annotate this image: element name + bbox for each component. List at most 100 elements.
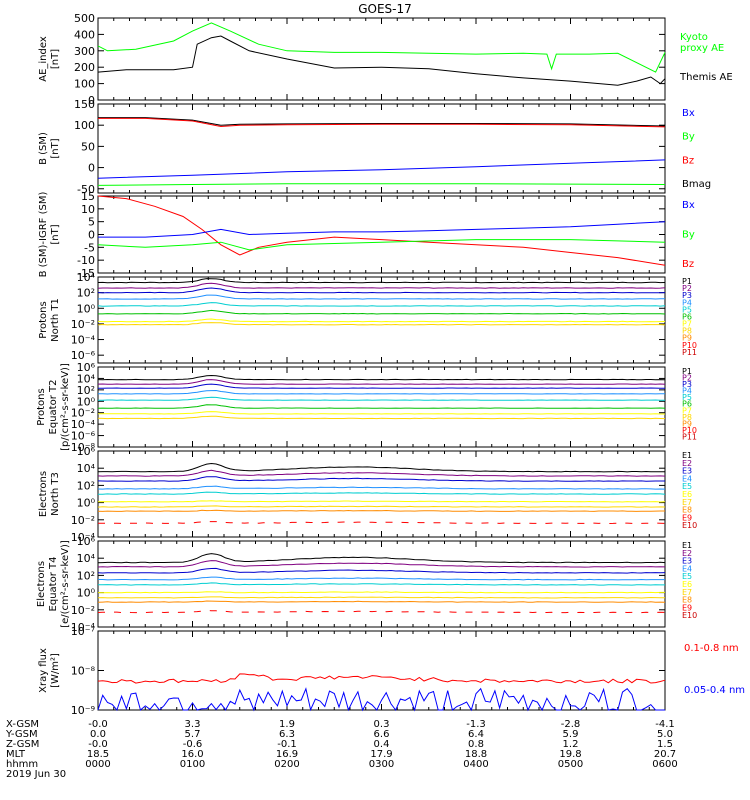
legend-label: P6 — [682, 312, 692, 321]
y-tick-label: 10² — [77, 287, 95, 300]
series-line-bz — [98, 117, 666, 128]
y-tick-label: 10⁻⁴ — [71, 418, 96, 431]
legend-label: P1 — [682, 277, 692, 286]
series-line-e7 — [97, 505, 666, 508]
y-tick-label: 10⁴ — [77, 372, 96, 385]
legend-label: E1 — [682, 541, 692, 550]
series-line-p7 — [98, 411, 665, 415]
legend-label: P5 — [682, 393, 692, 402]
series-line-themis-ae — [97, 35, 666, 86]
legend-label: P7 — [682, 406, 692, 415]
y-tick-label: 10⁶ — [77, 535, 96, 548]
footer-value: 18.8 — [465, 749, 487, 760]
footer-value: 0000 — [85, 759, 110, 770]
y-tick-label: 0 — [88, 162, 95, 175]
footer-value: -0.0 — [88, 719, 108, 730]
footer-value: 0300 — [369, 759, 394, 770]
y-axis-label: North T3 — [50, 472, 61, 516]
panel-frame — [97, 630, 666, 711]
footer-row-label: X-GSM — [6, 719, 39, 730]
series-line-p7 — [97, 318, 666, 323]
legend-label: P3 — [682, 380, 692, 389]
y-tick-label: 100 — [74, 119, 95, 132]
series-line-e1 — [97, 553, 666, 564]
footer-value: 5.9 — [563, 729, 579, 740]
ephemeris-footer: X-GSM -0.0 3.3 1.9 0.3 -1.3 -2.8 -4.1 Y-GSM 0.0 5.… — [5, 719, 678, 780]
footer-value: 0100 — [180, 759, 205, 770]
footer-value: -1.3 — [466, 719, 486, 730]
legend-label: P9 — [682, 419, 692, 428]
footer-value: 18.5 — [87, 749, 109, 760]
series-line-e3 — [97, 567, 666, 574]
series-line-p4 — [98, 294, 666, 300]
y-axis-label: Protons — [38, 301, 49, 338]
legend-label: Themis AE — [679, 72, 733, 83]
y-axis-label: Electrons — [38, 471, 49, 517]
footer-row-label: Z-GSM — [6, 739, 39, 750]
series-line-kyoto-proxy-ae — [97, 22, 666, 73]
legend-label: P8 — [682, 327, 692, 336]
y-tick-label: -10 — [77, 254, 95, 267]
series-line-0-1-0-8-nm — [97, 673, 666, 684]
legend-label: E6 — [682, 490, 692, 499]
y-tick-label: 0 — [88, 94, 95, 107]
series-line-bx — [98, 221, 666, 238]
y-tick-label: -15 — [77, 267, 95, 280]
footer-value: 0500 — [558, 759, 583, 770]
series-line-e7 — [97, 596, 666, 599]
series-line-bz — [97, 195, 666, 266]
y-axis-label: Equator T2 — [48, 380, 59, 435]
legend-label: P8 — [682, 413, 692, 422]
y-axis-label: B (SM)-IGRF (SM) — [38, 192, 49, 278]
y-tick-label: 10⁻² — [71, 514, 95, 527]
legend-label: E3 — [682, 467, 692, 476]
y-axis-label: North T1 — [50, 298, 61, 342]
y-tick-label: 100 — [74, 78, 95, 91]
series-line-e4 — [97, 485, 666, 490]
y-tick-label: 10⁰ — [77, 395, 96, 408]
footer-value: 6.4 — [468, 729, 484, 740]
panel-2: -50 0 50 100 150 B (SM) [nT] Bx By Bz Bmag — [38, 98, 711, 196]
legend-label: P7 — [682, 320, 692, 329]
footer-value: 1.2 — [563, 739, 579, 750]
legend-label: P6 — [682, 400, 692, 409]
series-line-by — [97, 183, 666, 186]
y-tick-label: 15 — [81, 190, 95, 203]
footer-value: 6.3 — [279, 729, 295, 740]
y-tick-label: 200 — [74, 61, 95, 74]
series-line-e1 — [97, 462, 666, 473]
legend-label: Bmag — [682, 179, 711, 190]
panel-frame — [97, 276, 666, 364]
y-tick-label: 10² — [77, 479, 95, 492]
panel-4: 10⁴ 10² 10⁰ 10⁻² 10⁻⁴ 10⁻⁶ Protons North T1 P1P2… — [38, 271, 697, 364]
legend-label: Kyoto — [680, 32, 708, 43]
y-tick-label: 0 — [88, 229, 95, 242]
series-line-e4 — [98, 576, 665, 581]
y-axis-label: B (SM) — [38, 132, 49, 165]
y-axis-label: AE_index — [38, 36, 49, 82]
y-tick-label: -5 — [84, 241, 95, 254]
series-line-e6 — [97, 591, 665, 594]
series-line-p2 — [97, 379, 666, 385]
footer-value: 0.8 — [468, 739, 484, 750]
footer-value: -0.1 — [277, 739, 297, 750]
legend-label: Bz — [682, 155, 694, 166]
series-line-p1 — [97, 278, 666, 284]
y-tick-label: 300 — [74, 45, 95, 58]
y-tick-label: 50 — [81, 140, 95, 153]
footer-value: 0400 — [463, 759, 488, 770]
legend-label: E4 — [682, 564, 692, 573]
y-tick-label: 10⁶ — [77, 445, 96, 458]
y-tick-label: -50 — [77, 183, 95, 196]
legend-label: Bx — [682, 200, 695, 211]
y-tick-label: 10⁻⁸ — [71, 441, 96, 454]
footer-value: 5.0 — [657, 729, 673, 740]
series-line-e6 — [97, 500, 666, 503]
legend-label: E9 — [682, 603, 692, 612]
y-tick-label: 10⁻² — [71, 604, 95, 617]
series-line-bmag — [98, 117, 666, 127]
footer-date: 2019 Jun 30 — [6, 769, 66, 780]
y-tick-label: 10⁴ — [77, 462, 96, 475]
